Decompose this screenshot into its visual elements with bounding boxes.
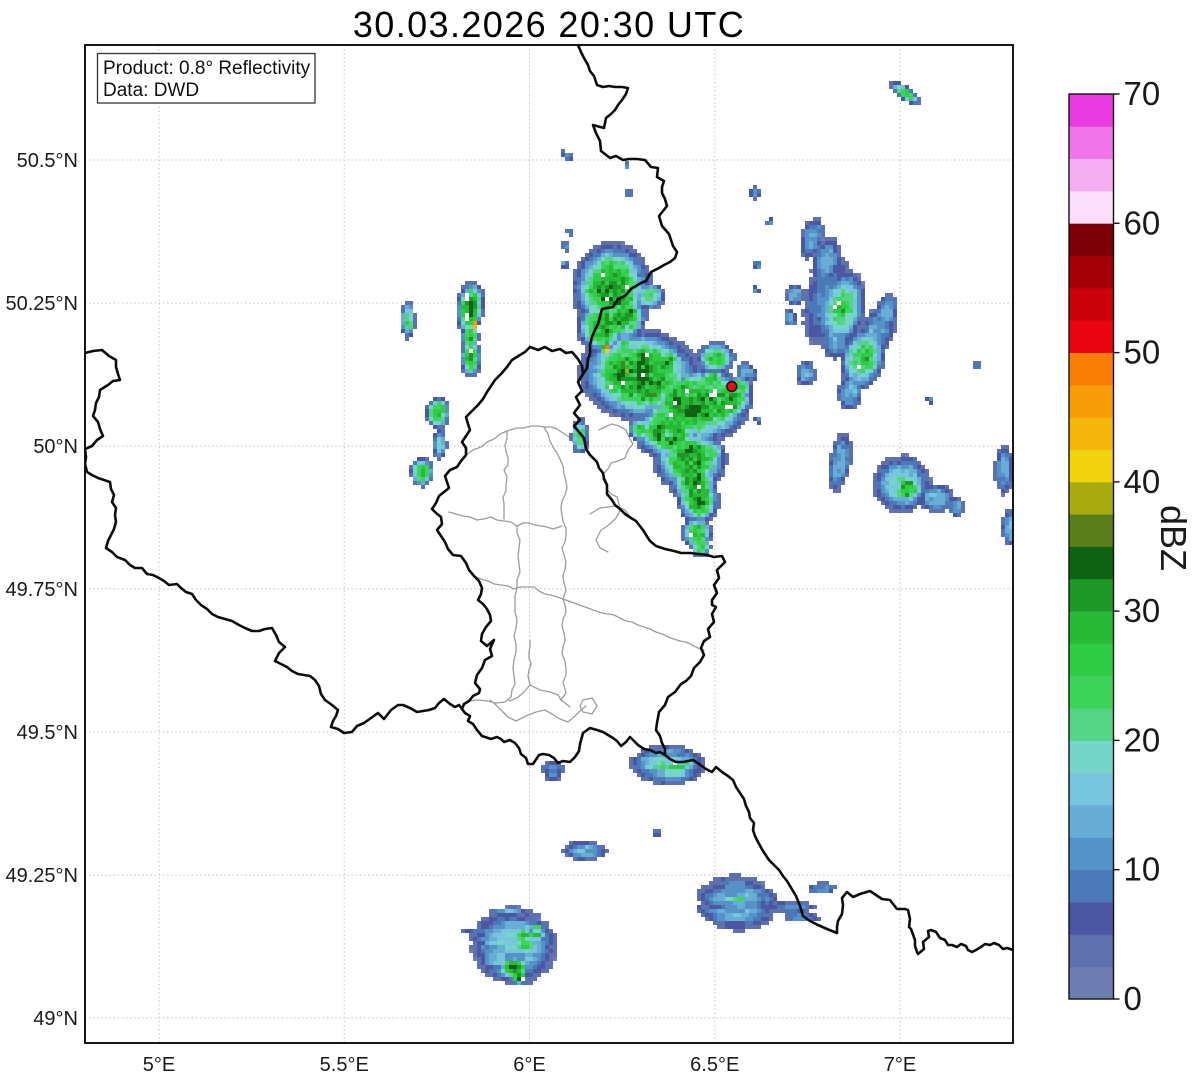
svg-text:49°N: 49°N [33,1008,78,1030]
svg-text:7°E: 7°E [884,1054,916,1076]
svg-text:50: 50 [1124,334,1161,371]
svg-text:50.25°N: 50.25°N [6,293,79,315]
svg-text:6.5°E: 6.5°E [690,1054,739,1076]
svg-text:49.25°N: 49.25°N [6,865,79,887]
svg-text:30.03.2026 20:30 UTC: 30.03.2026 20:30 UTC [353,4,745,45]
svg-text:49.5°N: 49.5°N [17,722,78,744]
svg-text:60: 60 [1124,204,1161,241]
svg-text:50.5°N: 50.5°N [17,150,78,172]
svg-text:Data: DWD: Data: DWD [103,80,199,101]
svg-text:20: 20 [1124,721,1161,758]
svg-text:6°E: 6°E [513,1054,545,1076]
svg-text:10: 10 [1124,851,1161,888]
svg-text:Product: 0.8° Reflectivity: Product: 0.8° Reflectivity [103,58,311,79]
svg-text:70: 70 [1124,75,1161,112]
svg-text:49.75°N: 49.75°N [6,579,79,601]
svg-text:50°N: 50°N [33,436,78,458]
svg-text:5°E: 5°E [143,1054,175,1076]
svg-text:30: 30 [1124,592,1161,629]
svg-text:5.5°E: 5.5°E [320,1054,369,1076]
svg-text:dBZ: dBZ [1153,505,1194,571]
svg-text:40: 40 [1124,463,1161,500]
svg-text:0: 0 [1124,980,1142,1017]
